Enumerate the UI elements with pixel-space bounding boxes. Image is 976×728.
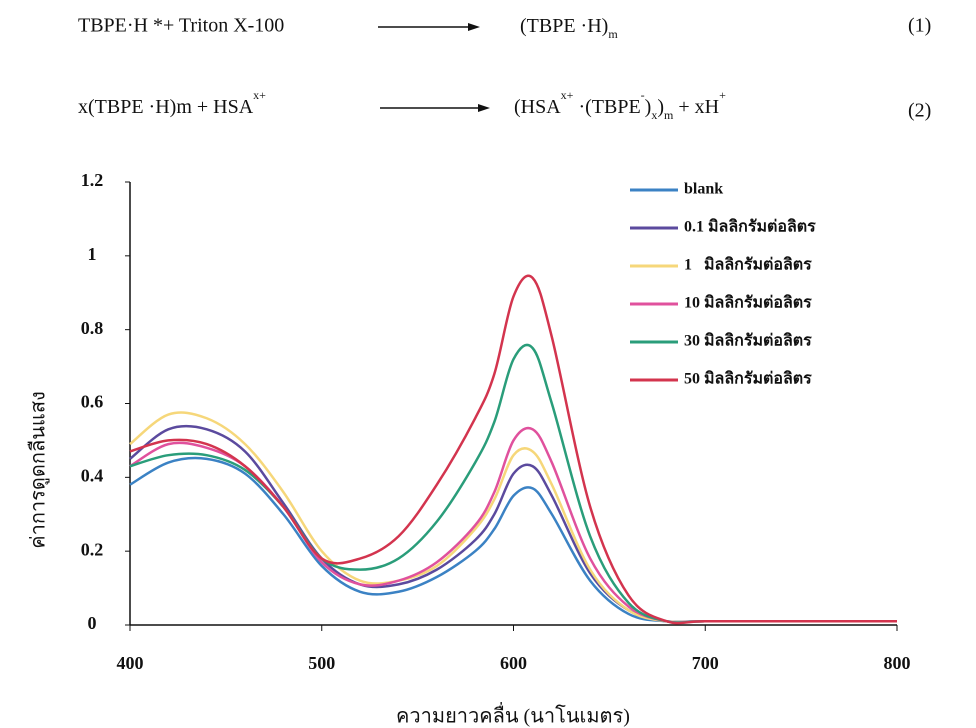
data-line bbox=[130, 458, 897, 622]
y-tick-label: 0 bbox=[88, 613, 97, 633]
arrow-head bbox=[478, 104, 490, 112]
eq-text: TBPE·H *+ Triton X-100 bbox=[78, 15, 284, 37]
y-axis-label: ค่าการดูดกลืนแสง bbox=[28, 391, 51, 549]
eq-part: ) bbox=[645, 96, 652, 118]
legend-label: blank bbox=[684, 181, 723, 198]
eq-sup: + bbox=[719, 88, 726, 102]
data-line bbox=[130, 413, 897, 623]
y-tick-label: 1.2 bbox=[81, 170, 104, 190]
arrow-head bbox=[468, 23, 480, 31]
y-tick-label: 0.2 bbox=[81, 539, 104, 559]
x-tick-label: 600 bbox=[500, 653, 527, 673]
eq-text: (HSAx+ ·(TBPE-)x)m + xH+ bbox=[514, 88, 726, 122]
eq-sup: x+ bbox=[561, 88, 574, 102]
eq-part: (TBPE ·H) bbox=[520, 15, 608, 37]
eq-part: (HSA bbox=[514, 96, 561, 118]
eq-text: (TBPE ·H)m bbox=[520, 15, 618, 41]
eq-sub: m bbox=[608, 27, 618, 41]
eq-number: (1) bbox=[908, 15, 931, 37]
y-tick-label: 0.4 bbox=[81, 465, 104, 485]
legend-label: 10 มิลลิกรัมต่อลิตร bbox=[684, 294, 812, 312]
x-tick-label: 800 bbox=[884, 653, 911, 673]
equation-2: x(TBPE ·H)m + HSAx+ (HSAx+ ·(TBPE-)x)m +… bbox=[78, 88, 931, 122]
legend-label: 1 มิลลิกรัมต่อลิตร bbox=[684, 256, 812, 274]
page-canvas: TBPE·H *+ Triton X-100 (TBPE ·H)m (1) x(… bbox=[0, 0, 976, 728]
eq-part: x(TBPE ·H)m + HSA bbox=[78, 96, 254, 118]
eq-sup: x+ bbox=[253, 88, 266, 102]
page: TBPE·H *+ Triton X-100 (TBPE ·H)m (1) x(… bbox=[0, 0, 976, 728]
eq-part: ) bbox=[657, 96, 664, 118]
legend-label: 50 มิลลิกรัมต่อลิตร bbox=[684, 370, 812, 388]
eq-number: (2) bbox=[908, 100, 931, 122]
y-tick-label: 1 bbox=[88, 244, 97, 264]
legend-label: 30 มิลลิกรัมต่อลิตร bbox=[684, 332, 812, 350]
x-tick-label: 400 bbox=[117, 653, 144, 673]
y-tick-label: 0.8 bbox=[81, 318, 104, 338]
x-tick-label: 500 bbox=[308, 653, 335, 673]
eq-part: ·(TBPE bbox=[573, 96, 640, 118]
y-tick-label: 0.6 bbox=[81, 392, 104, 412]
data-line bbox=[130, 276, 897, 623]
legend-label: 0.1 มิลลิกรัมต่อลิตร bbox=[684, 218, 816, 236]
eq-part: + xH bbox=[673, 96, 719, 118]
eq-text: x(TBPE ·H)m + HSAx+ bbox=[78, 88, 266, 118]
x-axis-label: ความยาวคลื่น (นาโนเมตร) bbox=[396, 702, 630, 728]
equation-1: TBPE·H *+ Triton X-100 (TBPE ·H)m (1) bbox=[78, 15, 931, 41]
x-tick-label: 700 bbox=[692, 653, 719, 673]
